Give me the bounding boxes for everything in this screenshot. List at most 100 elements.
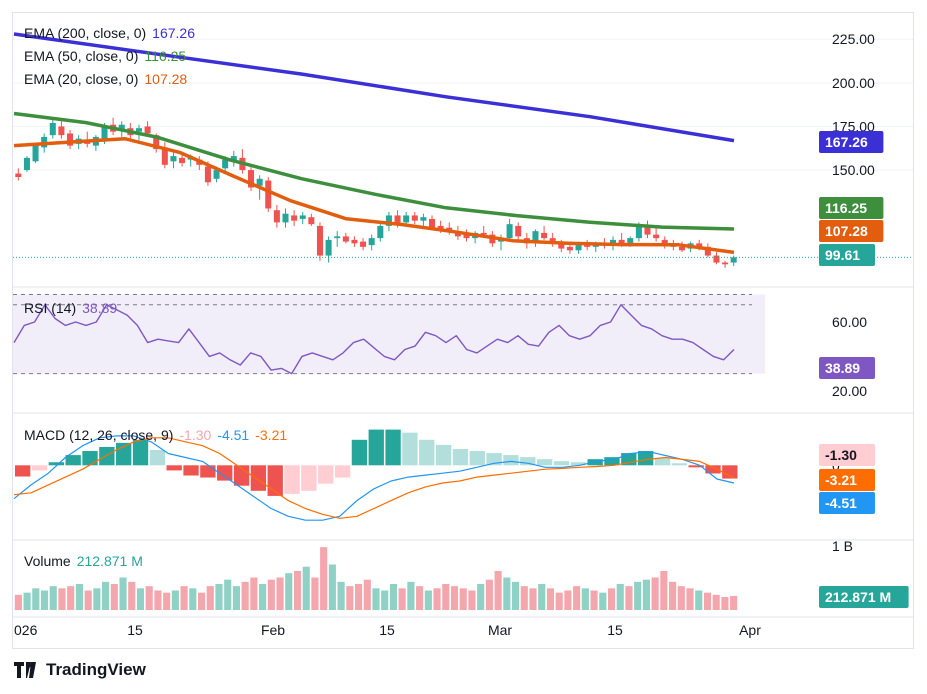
volume-bar xyxy=(276,577,284,610)
tradingview-logo[interactable]: TradingView xyxy=(14,660,146,680)
candle-body xyxy=(610,239,617,246)
macd-hist-bar xyxy=(318,465,334,484)
volume-bar xyxy=(485,579,493,610)
rsi-legend-label: RSI (14) xyxy=(24,300,77,316)
volume-legend-value: 212.871 M xyxy=(76,553,143,569)
macd-hist-bar xyxy=(183,465,199,476)
volume-bar xyxy=(154,590,162,610)
volume-tick-label: 1 B xyxy=(832,538,853,554)
candle-body xyxy=(411,215,418,221)
volume-bar xyxy=(538,584,546,610)
price-tick-label: 175.00 xyxy=(832,118,875,134)
rsi-tag-bg xyxy=(819,357,875,379)
volume-bar xyxy=(381,590,389,610)
candle-body xyxy=(549,238,556,242)
time-tick-label: 15 xyxy=(127,622,143,638)
macd-hist-bar xyxy=(688,465,704,468)
volume-bar xyxy=(564,590,572,610)
macd-hist-bar xyxy=(486,453,502,466)
candle-body xyxy=(584,245,591,247)
macd-line xyxy=(13,435,735,521)
macd-hist-bar xyxy=(149,450,166,466)
volume-bar xyxy=(512,581,520,610)
price-series xyxy=(13,32,913,268)
volume-bar xyxy=(302,566,310,610)
price-tag-bg xyxy=(819,244,875,266)
macd-hist-bar xyxy=(705,465,721,474)
time-tick-label: 15 xyxy=(379,622,395,638)
ema200-tag: 167.26 xyxy=(825,134,868,150)
macd-hist-bar xyxy=(132,439,149,466)
ema200-tag-bg xyxy=(819,131,884,153)
candle-body xyxy=(437,225,444,230)
volume-bar xyxy=(372,588,380,610)
volume-bar xyxy=(84,590,92,610)
volume-bar xyxy=(93,588,101,610)
candle-body xyxy=(282,213,289,223)
ema50-legend[interactable]: EMA (50, close, 0) 116.25 xyxy=(24,48,186,64)
candle-body xyxy=(704,246,711,256)
ema200-legend[interactable]: EMA (200, close, 0) 167.26 xyxy=(24,25,195,41)
rsi-tag: 38.89 xyxy=(825,360,860,376)
ema20-legend[interactable]: EMA (20, close, 0) 107.28 xyxy=(24,71,187,87)
ema200-legend-label: EMA (200, close, 0) xyxy=(24,25,147,41)
macd-hist-bar xyxy=(722,465,738,479)
candle-body xyxy=(15,173,22,178)
candle-body xyxy=(153,135,160,150)
volume-bar xyxy=(259,584,267,610)
volume-bar xyxy=(424,590,432,610)
candle-body xyxy=(265,180,272,209)
value-tags: 167.26 116.25 107.28 99.61 38.89 -1.30 -3.21 -4… xyxy=(819,131,909,608)
volume-bar xyxy=(433,588,441,610)
candle-body xyxy=(515,225,522,237)
volume-series xyxy=(14,547,738,610)
candle-body xyxy=(644,225,651,235)
volume-bar xyxy=(703,592,712,610)
rsi-legend[interactable]: RSI (14) 38.89 xyxy=(24,300,117,316)
macd-hist-bar xyxy=(31,465,48,471)
volume-bar xyxy=(136,588,145,610)
macd-hist-bar xyxy=(637,451,654,466)
brand-name: TradingView xyxy=(46,660,146,679)
volume-bar xyxy=(389,584,398,610)
volume-bar xyxy=(49,586,57,610)
volume-legend[interactable]: Volume 212.871 M xyxy=(24,553,143,569)
ema20-tag-bg xyxy=(819,220,884,242)
candle-body xyxy=(308,217,315,225)
volume-bar xyxy=(241,581,249,610)
macd-hist-bar xyxy=(250,465,267,491)
price-tick-label: 150.00 xyxy=(832,162,875,178)
candle-body xyxy=(454,232,461,237)
macd-hist-bar xyxy=(671,463,687,466)
candle-body xyxy=(67,133,74,146)
volume-bar xyxy=(459,588,467,610)
candle-body xyxy=(179,157,186,164)
volume-bar xyxy=(398,588,406,610)
candle-body xyxy=(291,215,298,221)
volume-bar xyxy=(67,586,75,610)
candle-body xyxy=(403,215,410,223)
volume-bar xyxy=(32,588,40,610)
volume-bar xyxy=(503,577,511,610)
volume-bar xyxy=(477,584,485,610)
volume-tag: 212.871 M xyxy=(825,589,891,605)
volume-bar xyxy=(660,571,668,610)
macd-legend[interactable]: MACD (12, 26, close, 9) -1.30 -4.51 -3.21 xyxy=(24,427,287,443)
volume-bar xyxy=(163,592,171,610)
macd-hist-bar xyxy=(654,458,671,466)
macd-signal-tag-bg xyxy=(819,469,875,491)
volume-bar xyxy=(677,586,685,610)
ema200-line xyxy=(13,32,735,143)
volume-bar xyxy=(215,584,223,610)
volume-bar xyxy=(607,588,616,610)
volume-bar xyxy=(320,547,328,610)
candle-body xyxy=(101,126,108,139)
volume-bar xyxy=(311,577,319,610)
ema50-tag: 116.25 xyxy=(825,200,867,216)
candle-body xyxy=(248,170,255,188)
volume-bar xyxy=(468,590,476,610)
time-tick-label: Feb xyxy=(261,622,285,638)
candle-body xyxy=(661,239,668,246)
